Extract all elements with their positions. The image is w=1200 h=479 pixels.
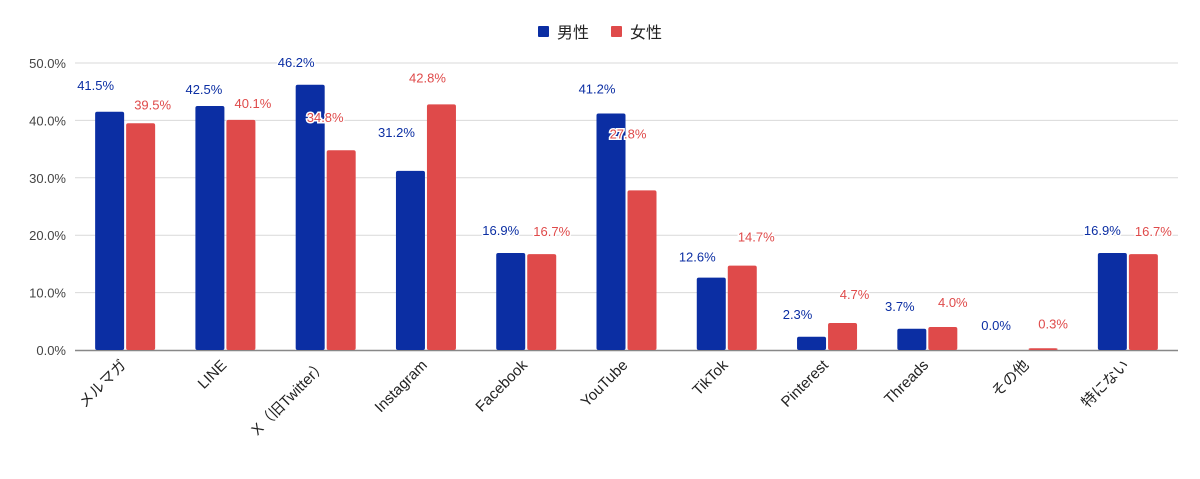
legend-label-female: 女性 <box>630 25 663 42</box>
y-tick-label: 10.0% <box>29 286 66 301</box>
value-label: 3.7% <box>885 299 915 314</box>
value-label: 12.6% <box>679 250 716 265</box>
value-label: 40.1% <box>234 96 271 111</box>
bar-female[interactable] <box>828 323 858 350</box>
x-tick-label: Threads <box>881 357 932 408</box>
legend-item-female[interactable]: 女性 <box>611 19 662 43</box>
value-label: 16.7% <box>1135 224 1172 239</box>
legend-label-male: 男性 <box>556 25 589 42</box>
x-tick-label: X（旧Twitter） <box>248 357 330 439</box>
bar-female[interactable] <box>1028 348 1058 350</box>
x-tick-label: Instagram <box>372 357 431 416</box>
bar-female[interactable] <box>727 265 757 350</box>
bar-female[interactable] <box>426 104 456 350</box>
x-tick-label: LINE <box>195 357 231 393</box>
bar-female[interactable] <box>627 190 657 350</box>
value-label: 42.8% <box>409 70 446 85</box>
chart-legend: 男性 女性 <box>0 19 1200 43</box>
bar-male[interactable] <box>295 84 325 350</box>
x-tick-label: TikTok <box>689 356 732 399</box>
value-label: 0.3% <box>1038 316 1068 331</box>
value-label: 14.7% <box>738 230 775 245</box>
x-tick-label: メルマガ <box>76 357 130 411</box>
bar-male[interactable] <box>195 106 225 350</box>
y-tick-label: 30.0% <box>29 171 66 186</box>
value-label: 0.0% <box>981 318 1011 333</box>
bar-female[interactable] <box>126 123 156 351</box>
bar-male[interactable] <box>797 336 827 350</box>
bar-female[interactable] <box>226 119 256 351</box>
value-label: 27.8% <box>610 126 647 141</box>
bar-female[interactable] <box>527 254 557 350</box>
value-label: 42.5% <box>185 82 222 97</box>
value-label: 41.5% <box>77 78 114 93</box>
bar-male[interactable] <box>95 111 125 350</box>
value-labels: 41.5% 39.5% 42.5% 40.1% 46.2% 34.8% 31.2% 42.8%… <box>76 53 1174 334</box>
bar-male[interactable] <box>897 328 927 350</box>
bar-female[interactable] <box>1128 254 1158 350</box>
bar-male[interactable] <box>496 252 526 350</box>
value-label: 16.9% <box>1084 223 1121 238</box>
value-label: 2.3% <box>783 307 813 322</box>
x-axis-labels: メルマガ LINE X（旧Twitter） Instagram Facebook YouT… <box>76 356 1133 439</box>
value-label: 34.8% <box>307 110 344 125</box>
y-tick-label: 20.0% <box>29 228 66 243</box>
y-tick-label: 50.0% <box>29 56 66 71</box>
x-tick-label: その他 <box>989 357 1033 401</box>
legend-item-male[interactable]: 男性 <box>537 19 589 43</box>
bars <box>95 84 1158 351</box>
bar-female[interactable] <box>326 150 356 350</box>
value-label: 31.2% <box>378 125 415 140</box>
y-tick-label: 0.0% <box>36 343 66 358</box>
value-label: 46.2% <box>278 55 315 70</box>
bar-female[interactable] <box>928 327 958 350</box>
bar-male[interactable] <box>596 113 626 351</box>
value-label: 4.0% <box>938 295 968 310</box>
legend-swatch-female-icon <box>611 25 622 37</box>
bar-male[interactable] <box>395 170 425 350</box>
gridlines <box>75 62 1178 352</box>
value-label: 41.2% <box>579 82 616 97</box>
x-tick-label: Facebook <box>472 356 531 415</box>
bar-male[interactable] <box>696 277 726 350</box>
y-axis-labels: 0.0% 10.0% 20.0% 30.0% 40.0% 50.0% <box>29 56 66 358</box>
value-label: 4.7% <box>840 287 870 302</box>
x-tick-label: 特にない <box>1078 357 1132 411</box>
value-label: 16.7% <box>533 224 570 239</box>
bar-male[interactable] <box>1097 252 1127 350</box>
y-tick-label: 40.0% <box>29 113 66 128</box>
value-label: 39.5% <box>134 97 171 112</box>
x-tick-label: Pinterest <box>778 356 832 410</box>
value-label: 16.9% <box>482 223 519 238</box>
legend-swatch-male-icon <box>537 25 549 37</box>
x-tick-label: YouTube <box>578 357 632 411</box>
